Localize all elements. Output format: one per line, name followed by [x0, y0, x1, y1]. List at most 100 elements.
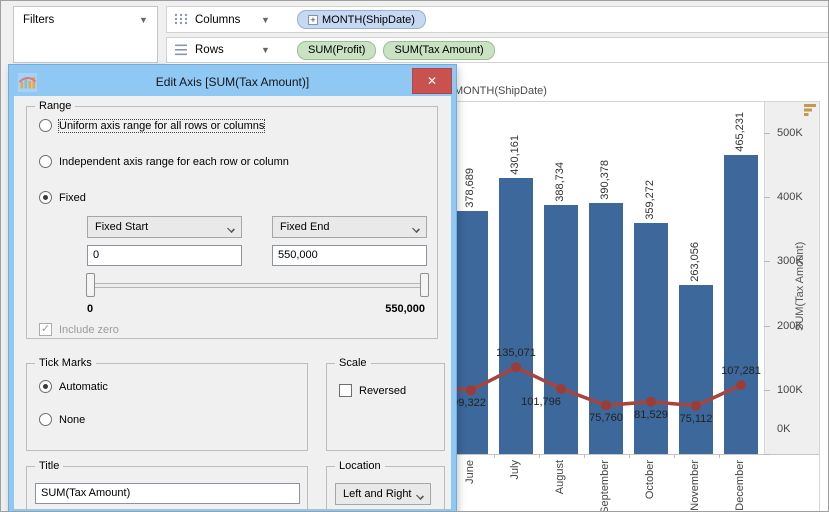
sort-descending-icon[interactable]	[804, 103, 818, 117]
pill-sum-tax-amount[interactable]: SUM(Tax Amount)	[383, 40, 495, 60]
line-value-label: 135,071	[496, 347, 536, 360]
column-field-header: MONTH(ShipDate)	[454, 85, 547, 97]
x-axis-label-december[interactable]: December	[734, 460, 746, 511]
pane-axis-divider	[764, 101, 765, 454]
radio-independent-axis[interactable]: Independent axis range for each row or c…	[39, 155, 289, 168]
bar-september[interactable]	[589, 203, 623, 454]
radio-automatic[interactable]: Automatic	[39, 380, 108, 393]
chevron-down-icon	[227, 225, 234, 232]
y-axis-tick	[764, 454, 770, 455]
pill-sum-profit[interactable]: SUM(Profit)	[297, 40, 377, 60]
pill-month-shipdate[interactable]: + MONTH(ShipDate)	[297, 10, 426, 29]
line-value-label: 75,760	[589, 412, 623, 425]
rows-label: Rows	[195, 44, 224, 56]
rows-shelf[interactable]: Rows ▼ SUM(Profit) SUM(Tax Amount)	[166, 37, 828, 63]
x-axis-tick	[628, 454, 630, 458]
line-marker-august[interactable]	[556, 383, 566, 394]
radio-fixed[interactable]: Fixed	[39, 191, 86, 204]
range-slider-track[interactable]	[90, 283, 424, 288]
radio-icon[interactable]	[39, 380, 52, 393]
radio-label: Fixed	[59, 191, 86, 204]
dialog-titlebar[interactable]: Edit Axis [SUM(Tax Amount)] ✕	[14, 68, 452, 96]
chevron-down-icon	[412, 225, 419, 232]
pill-label: SUM(Profit)	[308, 44, 366, 56]
radio-icon[interactable]	[39, 413, 52, 426]
right-edge-border	[819, 101, 820, 511]
radio-icon[interactable]	[39, 191, 52, 204]
tick-marks-legend: Tick Marks	[35, 357, 96, 369]
location-dropdown[interactable]: Left and Right	[335, 483, 431, 505]
scale-legend: Scale	[335, 357, 371, 369]
tick-marks-group: Tick Marks Automatic None	[26, 357, 308, 451]
radio-icon[interactable]	[39, 155, 52, 168]
columns-dropdown-icon[interactable]: ▼	[261, 14, 270, 25]
dialog-body: Range Uniform axis range for all rows or…	[14, 96, 451, 511]
radio-none[interactable]: None	[39, 413, 85, 426]
radio-icon[interactable]	[39, 119, 52, 132]
y-axis-title[interactable]: SUM(Tax Amount)	[794, 241, 806, 331]
fixed-end-input[interactable]: 550,000	[272, 245, 427, 266]
title-legend: Title	[35, 460, 64, 472]
x-axis-label-july[interactable]: July	[509, 460, 521, 480]
bar-october[interactable]	[634, 223, 668, 454]
y-axis-tick-label[interactable]: 300K	[777, 255, 803, 267]
y-axis-tick-label[interactable]: 0K	[777, 423, 791, 435]
line-series	[446, 362, 746, 411]
fixed-start-input[interactable]: 0	[87, 245, 242, 266]
bar-july[interactable]	[499, 178, 533, 454]
axis-title-input[interactable]: SUM(Tax Amount)	[35, 483, 300, 504]
y-axis-tick-label[interactable]: 500K	[777, 127, 803, 139]
line-marker-october[interactable]	[646, 396, 656, 407]
line-value-label: 101,796	[521, 395, 561, 408]
line-marker-november[interactable]	[691, 400, 701, 411]
fixed-start-dropdown[interactable]: Fixed Start	[87, 216, 242, 238]
bar-august[interactable]	[544, 205, 578, 454]
x-axis-tick	[718, 454, 720, 458]
chevron-down-icon	[416, 492, 423, 499]
fixed-end-dropdown[interactable]: Fixed End	[272, 216, 427, 238]
line-marker-july[interactable]	[511, 362, 521, 373]
columns-grid-icon	[174, 13, 188, 24]
fixed-end-label: Fixed End	[280, 221, 330, 233]
y-axis-tick	[764, 390, 770, 391]
bar-december[interactable]	[724, 155, 758, 454]
columns-shelf[interactable]: Columns ▼ + MONTH(ShipDate)	[166, 6, 828, 33]
radio-label: None	[59, 413, 86, 426]
radio-uniform-axis[interactable]: Uniform axis range for all rows or colum…	[39, 118, 266, 133]
radio-label: Independent axis range for each row or c…	[59, 155, 289, 168]
filters-shelf[interactable]: Filters ▼	[13, 6, 158, 63]
edit-axis-dialog: Edit Axis [SUM(Tax Amount)] ✕ Range Unif…	[9, 65, 456, 511]
x-axis-label-june[interactable]: June	[464, 460, 476, 484]
y-axis-tick-label[interactable]: 400K	[777, 191, 803, 203]
slider-handle-start[interactable]	[86, 273, 95, 297]
line-marker-june[interactable]	[466, 385, 476, 396]
expand-icon[interactable]: +	[308, 14, 318, 25]
slider-min-label: 0	[87, 303, 94, 315]
bar-november[interactable]	[679, 285, 713, 454]
checkbox-icon[interactable]	[339, 384, 352, 397]
filters-label: Filters	[23, 14, 55, 26]
location-legend: Location	[335, 460, 385, 472]
x-axis-tick	[538, 454, 540, 458]
slider-handle-end[interactable]	[420, 273, 429, 297]
pill-label: SUM(Tax Amount)	[394, 44, 484, 56]
y-axis-tick-label[interactable]: 200K	[777, 320, 803, 332]
rows-grid-icon	[175, 44, 187, 56]
y-axis-tick-label[interactable]: 100K	[777, 384, 803, 396]
bar-june[interactable]	[454, 211, 488, 454]
reversed-checkbox-row[interactable]: Reversed	[339, 384, 406, 397]
x-axis-label-october[interactable]: October	[644, 460, 656, 500]
rows-dropdown-icon[interactable]: ▼	[261, 45, 270, 55]
y-axis-tick	[764, 197, 770, 198]
location-group: Location Left and Right	[326, 460, 445, 511]
dialog-title: Edit Axis [SUM(Tax Amount)]	[155, 75, 310, 89]
filters-dropdown-icon[interactable]: ▼	[139, 15, 148, 25]
right-axis-pane[interactable]	[764, 101, 819, 454]
x-axis-label-november[interactable]: November	[689, 460, 701, 511]
close-button[interactable]: ✕	[412, 68, 452, 94]
line-marker-december[interactable]	[736, 380, 746, 391]
x-axis-label-september[interactable]: September	[599, 460, 611, 512]
range-group: Range Uniform axis range for all rows or…	[26, 100, 438, 339]
line-marker-september[interactable]	[601, 400, 611, 411]
x-axis-label-august[interactable]: August	[554, 460, 566, 495]
